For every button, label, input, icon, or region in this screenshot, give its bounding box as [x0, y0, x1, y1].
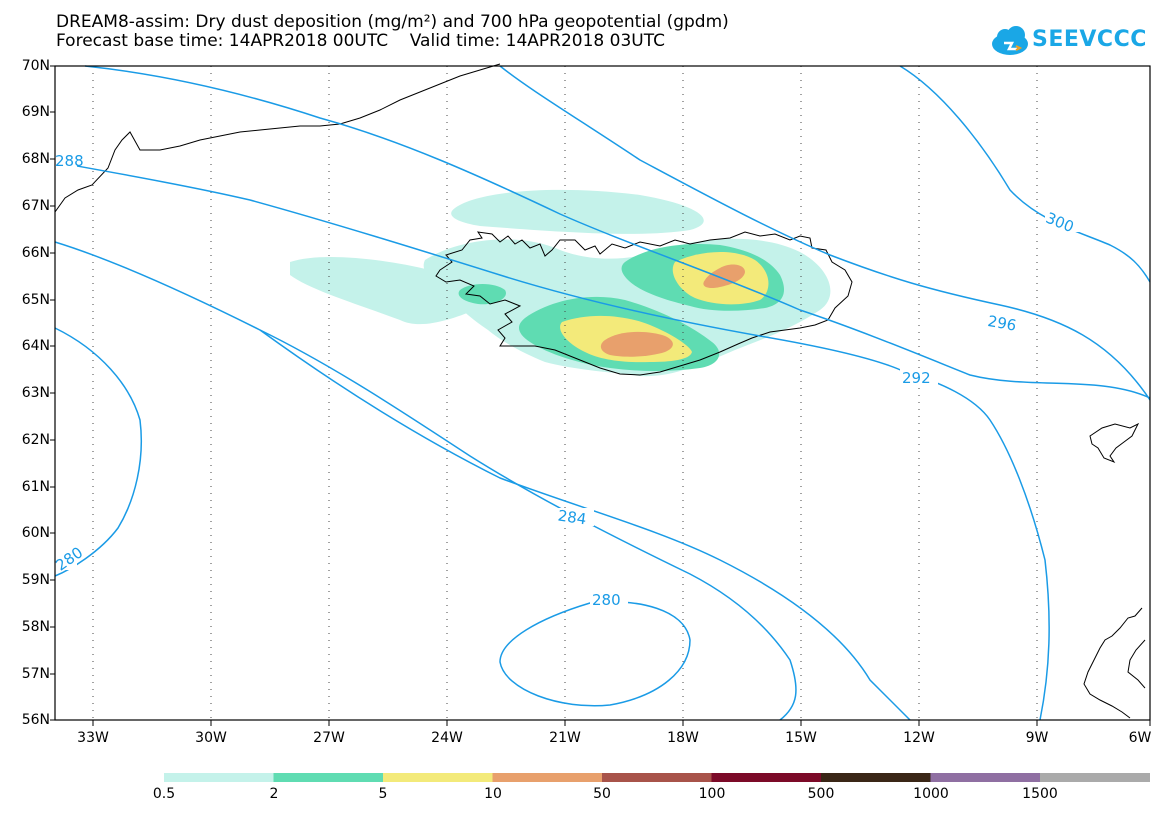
- colorbar-segment: [383, 773, 493, 782]
- lon-label-21w: 21W: [549, 730, 581, 746]
- colorbar-segment: [164, 773, 274, 782]
- colorbar-segment: [711, 773, 822, 782]
- title-line-2: Forecast base time: 14APR2018 00UTC Vali…: [56, 31, 665, 51]
- lat-label-58n: 58N: [21, 619, 50, 635]
- lon-label-18w: 18W: [667, 730, 699, 746]
- cloud-icon: [992, 26, 1028, 55]
- coastlines: [54, 63, 1146, 719]
- contour-label-296: 296: [986, 312, 1017, 335]
- colorbar-segment: [1040, 773, 1150, 782]
- contour-284: [54, 327, 143, 577]
- contour-label-288: 288: [55, 152, 84, 170]
- contour-280-inner: [499, 601, 691, 707]
- colorbar-segment: [602, 773, 712, 782]
- colorbar-segment: [273, 773, 384, 782]
- colorbar-label-100: 100: [698, 786, 726, 802]
- lat-label-70n: 70N: [21, 58, 50, 74]
- colorbar-label-5: 5: [378, 786, 388, 802]
- plot-frame: [54, 65, 1151, 721]
- colorbar-label-500: 500: [807, 786, 835, 802]
- dust-deposition-fill: [290, 189, 831, 377]
- lat-label-64n: 64N: [21, 338, 50, 354]
- colorbar-label-1000: 1000: [913, 786, 949, 802]
- contour-284-south: [259, 329, 911, 721]
- dust-level10-south: [600, 331, 673, 357]
- logo-text: SEEVCCC: [1032, 27, 1147, 52]
- lat-label-60n: 60N: [21, 525, 50, 541]
- coast-iceland: [435, 231, 853, 376]
- coast-greenland: [54, 63, 501, 213]
- contour-label-group: 288 300 296 292 284 280 280: [52, 152, 1083, 609]
- lat-label-67n: 67N: [21, 198, 50, 214]
- lat-label-65n: 65N: [21, 292, 50, 308]
- colorbar-label-1500: 1500: [1022, 786, 1058, 802]
- lon-label-12w: 12W: [903, 730, 935, 746]
- lat-label-66n: 66N: [21, 245, 50, 261]
- coast-faroes: [1089, 422, 1140, 464]
- contour-88-top: [84, 65, 1151, 399]
- colorbar-segment: [821, 773, 931, 782]
- colorbar-label-0-5: 0.5: [152, 786, 176, 802]
- contour-label-292: 292: [902, 369, 931, 387]
- lon-label-15w: 15W: [785, 730, 817, 746]
- lon-label-33w: 33W: [77, 730, 109, 746]
- title-line-1: DREAM8-assim: Dry dust deposition (mg/m²…: [56, 12, 729, 32]
- lat-label-57n: 57N: [21, 666, 50, 682]
- contour-label-280: 280: [592, 591, 621, 609]
- colorbar-label-50: 50: [593, 786, 611, 802]
- geopotential-contours: [54, 65, 1151, 721]
- coast-scotland-2: [1127, 639, 1146, 689]
- colorbar-label-10: 10: [484, 786, 502, 802]
- seevccc-logo: [992, 26, 1028, 55]
- contour-300: [499, 65, 1151, 401]
- contour-label-284: 284: [557, 507, 588, 529]
- contour-296: [899, 65, 1151, 283]
- colorbar-label-2: 2: [269, 786, 279, 802]
- contour-292: [54, 241, 797, 721]
- colorbar: [164, 773, 1150, 782]
- lat-label-56n: 56N: [21, 712, 50, 728]
- lat-label-61n: 61N: [21, 479, 50, 495]
- colorbar-segment: [930, 773, 1041, 782]
- lat-label-69n: 69N: [21, 104, 50, 120]
- lat-label-59n: 59N: [21, 572, 50, 588]
- lon-label-6w: 6W: [1128, 730, 1152, 746]
- lon-label-27w: 27W: [313, 730, 345, 746]
- lat-label-63n: 63N: [21, 385, 50, 401]
- dust-level10-north: [703, 264, 745, 289]
- lon-label-30w: 30W: [195, 730, 227, 746]
- lon-label-24w: 24W: [431, 730, 463, 746]
- lon-label-9w: 9W: [1025, 730, 1049, 746]
- lat-label-68n: 68N: [21, 151, 50, 167]
- dust-band-north: [451, 189, 704, 234]
- contour-288: [54, 161, 1050, 721]
- colorbar-segment: [492, 773, 603, 782]
- graticule: [92, 66, 1038, 720]
- lat-label-62n: 62N: [21, 432, 50, 448]
- contour-label-300: 300: [1043, 209, 1076, 236]
- tick-marks: [50, 65, 1151, 726]
- coast-scotland: [1083, 607, 1143, 719]
